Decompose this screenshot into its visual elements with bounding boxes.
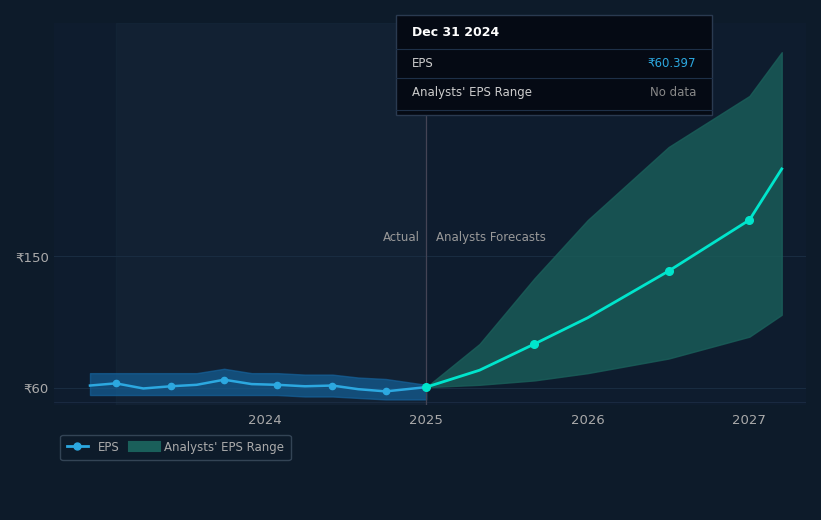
Text: Analysts Forecasts: Analysts Forecasts [436, 231, 546, 244]
Text: EPS: EPS [412, 57, 434, 70]
Text: Dec 31 2024: Dec 31 2024 [412, 26, 499, 39]
Legend: EPS, Analysts' EPS Range: EPS, Analysts' EPS Range [60, 435, 291, 461]
Text: ₹60.397: ₹60.397 [648, 57, 696, 70]
Text: Actual: Actual [383, 231, 420, 244]
Bar [116, 23, 426, 405]
Text: No data: No data [650, 86, 696, 99]
FancyBboxPatch shape [397, 16, 712, 115]
Text: Analysts' EPS Range: Analysts' EPS Range [412, 86, 532, 99]
